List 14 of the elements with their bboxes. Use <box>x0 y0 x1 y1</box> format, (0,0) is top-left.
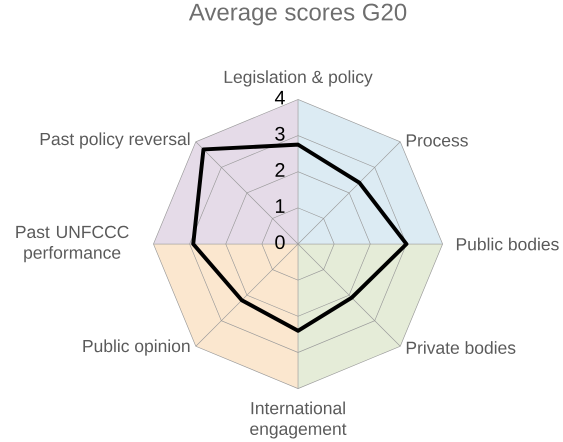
spoke-label: Public bodies <box>456 238 559 250</box>
spoke-label: Legislation & policy <box>224 70 373 86</box>
y-tick-label: 3 <box>275 126 285 141</box>
spoke-label: Process <box>406 134 468 147</box>
spoke-label: Public opinion <box>83 339 190 356</box>
y-tick-label: 0 <box>275 235 285 250</box>
y-tick-label: 2 <box>275 162 284 177</box>
y-tick-label: 1 <box>276 199 284 213</box>
spoke-label: Private bodies <box>406 341 516 354</box>
y-tick-label: 4 <box>274 90 285 104</box>
spoke-label: Past policy reversal <box>40 132 190 149</box>
chart-title: Average scores G20 <box>188 4 406 26</box>
spoke-label: Past UNFCCC performance <box>16 226 129 262</box>
spoke-label: International engagement <box>250 401 346 438</box>
